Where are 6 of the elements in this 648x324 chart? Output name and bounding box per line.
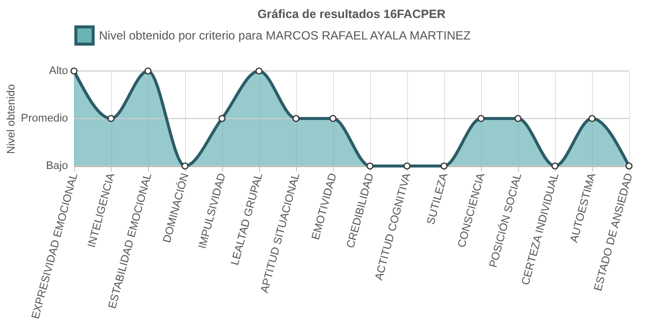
- ref-line-label: Bajo: [46, 160, 68, 172]
- y-axis-title: Nivel obtenido: [6, 84, 18, 154]
- chart-title: Gráfica de resultados 16FACPER: [257, 7, 446, 21]
- ref-line-label: Promedio: [20, 112, 68, 124]
- ref-line-label: Alto: [49, 65, 68, 77]
- legend-label: Nivel obtenido por criterio para MARCOS RAFAEL AYALA MARTINEZ: [99, 28, 471, 42]
